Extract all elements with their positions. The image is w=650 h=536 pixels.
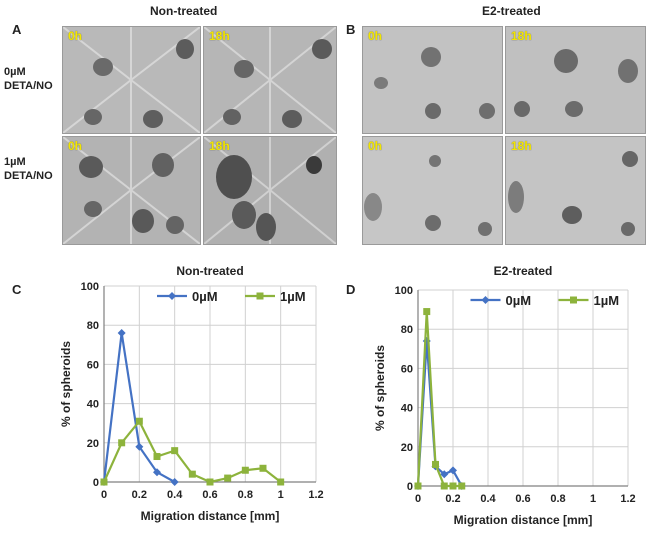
data-point-1um	[206, 478, 214, 486]
data-point-1um	[100, 478, 108, 486]
y-tick-label: 40	[87, 399, 99, 411]
y-tick-label: 100	[81, 281, 99, 293]
x-axis-label: Migration distance [mm]	[141, 509, 280, 523]
timepoint-label: 18h	[511, 139, 532, 153]
panel-letter-b: B	[346, 22, 356, 37]
row-label-1um: 1µM DETA/NO	[4, 155, 53, 183]
micrograph-nt-1um-0h: 0h	[62, 136, 201, 245]
micrograph-e2-1um-18h: 18h	[505, 136, 646, 245]
x-tick-label: 1	[590, 493, 596, 505]
x-tick-label: 0.6	[515, 493, 530, 505]
x-axis-label: Migration distance [mm]	[454, 513, 593, 527]
x-tick-label: 0.4	[480, 493, 496, 505]
x-tick-label: 0	[101, 489, 107, 501]
data-point-1um	[414, 482, 422, 490]
data-point-0um	[117, 329, 126, 338]
y-tick-label: 60	[87, 359, 99, 371]
x-tick-label: 0.2	[132, 489, 147, 501]
data-point-1um	[449, 482, 457, 490]
data-point-0um	[170, 478, 179, 486]
data-point-1um	[277, 478, 285, 486]
data-point-1um	[241, 466, 249, 474]
y-tick-label: 20	[401, 442, 413, 454]
data-point-1um	[135, 417, 143, 425]
legend-label: 0µM	[192, 289, 218, 304]
data-point-1um	[224, 474, 232, 482]
data-point-1um	[458, 482, 466, 490]
data-point-1um	[171, 447, 179, 455]
timepoint-label: 0h	[368, 29, 383, 43]
legend-marker	[570, 296, 577, 304]
row-label-0um: 0µM DETA/NO	[4, 65, 53, 93]
chart-e2-treated: E2-treated 0 20 40 60 80 100 0 0.2 0.4 0.6 0.8 1 1.2 M…	[373, 264, 636, 527]
data-point-1um	[259, 464, 267, 472]
data-point-1um	[153, 453, 161, 461]
title-e2-treated: E2-treated	[482, 4, 541, 18]
data-point-0um	[440, 470, 449, 479]
timepoint-label: 0h	[68, 29, 83, 43]
data-point-0um	[153, 468, 161, 477]
y-axis-label: % of spheroids	[59, 341, 73, 427]
chart-non-treated: Non-treated 0 20 40 60 80 100 0 0.2 0.4 0.6 0.8 1 1.2…	[59, 264, 324, 523]
series-line-1um	[416, 311, 462, 488]
timepoint-label: 18h	[209, 29, 230, 43]
legend-label: 1µM	[594, 293, 620, 308]
x-tick-label: 0.6	[202, 489, 217, 501]
legend-label: 1µM	[280, 289, 306, 304]
x-tick-label: 0	[415, 493, 421, 505]
y-tick-label: 20	[87, 438, 99, 450]
legend-marker	[256, 292, 264, 300]
x-tick-label: 1	[278, 489, 284, 501]
micrograph-e2-0um-0h: 0h	[362, 26, 503, 134]
legend-label: 0µM	[506, 293, 532, 308]
x-tick-label: 0.2	[445, 493, 460, 505]
title-non-treated: Non-treated	[150, 4, 218, 18]
legend-marker	[168, 292, 176, 300]
data-point-1um	[188, 470, 196, 478]
row-label-1um-agent: DETA/NO	[4, 170, 53, 182]
x-tick-label: 1.2	[620, 493, 635, 505]
y-tick-label: 80	[401, 324, 413, 336]
chart-title: E2-treated	[494, 264, 553, 278]
y-tick-label: 60	[401, 363, 413, 375]
y-tick-label: 40	[401, 403, 413, 415]
chart-title: Non-treated	[176, 264, 243, 278]
micrograph-nt-0um-18h: 18h	[203, 26, 337, 134]
y-axis-label: % of spheroids	[373, 345, 387, 431]
data-point-0um	[449, 466, 457, 475]
data-point-0um	[135, 442, 144, 451]
micrograph-nt-1um-18h: 18h	[203, 136, 337, 245]
micrograph-e2-0um-18h: 18h	[505, 26, 646, 134]
data-point-1um	[432, 460, 439, 468]
y-tick-label: 0	[407, 481, 413, 493]
timepoint-label: 0h	[68, 139, 83, 153]
timepoint-label: 0h	[368, 139, 383, 153]
x-tick-label: 0.4	[167, 489, 183, 501]
panel-letter-a: A	[12, 22, 22, 37]
x-tick-label: 0.8	[550, 493, 565, 505]
x-tick-label: 1.2	[308, 489, 323, 501]
panel-letter-c: C	[12, 282, 22, 297]
row-label-0um-conc: 0µM	[4, 66, 26, 78]
row-label-1um-conc: 1µM	[4, 156, 26, 168]
panel-letter-d: D	[346, 282, 356, 297]
timepoint-label: 18h	[511, 29, 532, 43]
y-tick-label: 100	[395, 285, 413, 297]
data-point-1um	[118, 439, 126, 447]
data-point-1um	[423, 308, 431, 316]
y-tick-label: 80	[87, 320, 99, 332]
series-line-0um	[416, 340, 463, 487]
timepoint-label: 18h	[209, 139, 230, 153]
row-label-0um-agent: DETA/NO	[4, 80, 53, 92]
micrograph-nt-0um-0h: 0h	[62, 26, 201, 134]
legend-marker	[481, 296, 490, 304]
data-point-1um	[440, 482, 448, 490]
y-tick-label: 0	[93, 477, 99, 489]
x-tick-label: 0.8	[238, 489, 253, 501]
micrograph-e2-1um-0h: 0h	[362, 136, 503, 245]
